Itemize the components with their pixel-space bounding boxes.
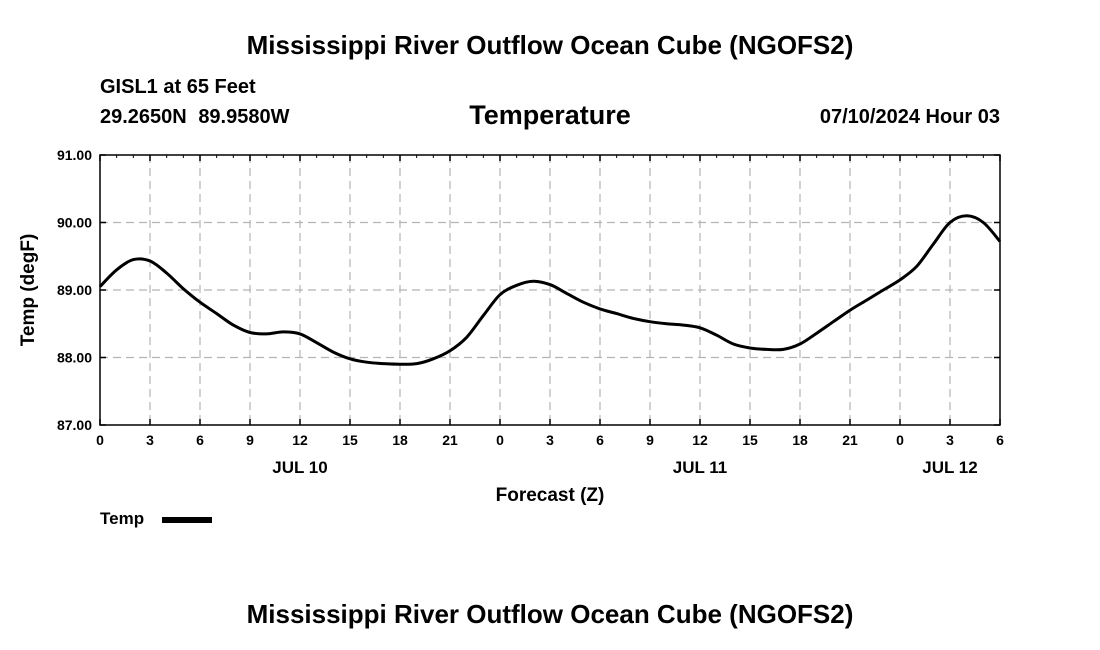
x-tick-label: 0 <box>896 432 904 448</box>
plot-frame <box>99 154 1001 426</box>
x-tick-label: 0 <box>96 432 104 448</box>
y-tick-label: 88.00 <box>57 350 92 366</box>
x-tick-label: 12 <box>292 432 308 448</box>
x-tick-label: 0 <box>496 432 504 448</box>
series-line-temp <box>98 214 1002 366</box>
y-tick-label: 89.00 <box>57 282 92 298</box>
variable-title: Temperature <box>469 100 631 130</box>
x-tick-label: 12 <box>692 432 708 448</box>
longitude: 89.9580W <box>198 106 290 128</box>
y-tick-label: 87.00 <box>57 417 92 433</box>
day-label: JUL 12 <box>922 458 977 477</box>
chart-title: Mississippi River Outflow Ocean Cube (NG… <box>246 30 854 60</box>
x-tick-label: 15 <box>342 432 358 448</box>
station-coordinates: 29.2650N 89.9580W <box>100 106 289 129</box>
x-tick-label: 18 <box>792 432 808 448</box>
grid-layer <box>100 155 1000 425</box>
line-layer <box>98 214 1002 366</box>
x-tick-label: 18 <box>392 432 408 448</box>
label-layer: 0 3 6 9 12 15 18 21 0 3 6 9 12 15 18 21 0 3 6 87.00 88.00 89.… <box>18 147 1004 506</box>
x-tick-label: 21 <box>842 432 858 448</box>
x-tick-label: 6 <box>196 432 204 448</box>
x-tick-label: 6 <box>996 432 1004 448</box>
x-tick-label: 9 <box>646 432 654 448</box>
x-tick-label: 21 <box>442 432 458 448</box>
legend-label: Temp <box>100 509 145 528</box>
y-tick-label: 91.00 <box>57 147 92 163</box>
latitude: 29.2650N <box>100 106 187 128</box>
x-tick-label: 3 <box>546 432 554 448</box>
x-tick-label: 3 <box>946 432 954 448</box>
x-tick-label: 9 <box>246 432 254 448</box>
y-tick-label: 90.00 <box>57 215 92 231</box>
x-tick-label: 6 <box>596 432 604 448</box>
y-axis-title: Temp (degF) <box>18 234 39 347</box>
legend-swatch <box>162 517 212 523</box>
day-label: JUL 11 <box>673 458 728 477</box>
forecast-datetime: 07/10/2024 Hour 03 <box>819 106 1000 128</box>
axis-layer <box>99 154 1001 426</box>
x-tick-label: 15 <box>742 432 758 448</box>
station-label: GISL1 at 65 Feet <box>100 76 256 98</box>
day-label: JUL 10 <box>272 458 327 477</box>
x-tick-label: 3 <box>146 432 154 448</box>
footer-title: Mississippi River Outflow Ocean Cube (NG… <box>246 599 854 629</box>
x-axis-title: Forecast (Z) <box>496 485 605 506</box>
